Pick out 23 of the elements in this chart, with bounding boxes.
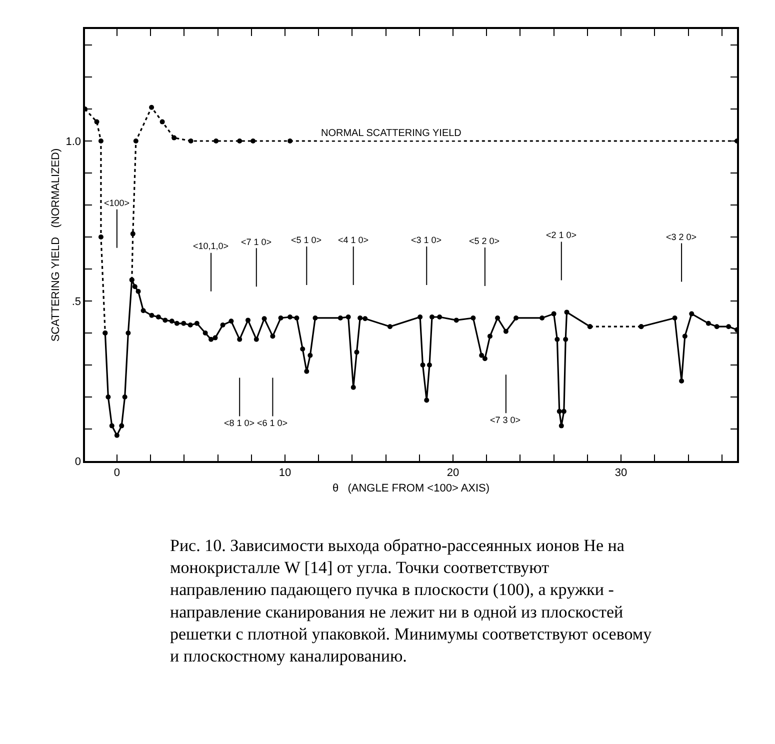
y-tick-label: .5 bbox=[72, 296, 82, 308]
annotation: NORMAL SCATTERING YIELD bbox=[321, 128, 462, 139]
annotation: <2 1 0> bbox=[546, 230, 577, 240]
y-tick-label: 1.0 bbox=[66, 136, 82, 148]
y-tick-label: 0 bbox=[74, 456, 82, 468]
annotation: <5 2 0> bbox=[469, 236, 500, 246]
annotation: <100> bbox=[104, 198, 130, 208]
annotation: <3 2 0> bbox=[666, 232, 697, 242]
x-tick-label: 0 bbox=[114, 466, 120, 479]
annotation: <3 1 0> bbox=[411, 235, 442, 245]
x-tick-label: 20 bbox=[446, 466, 460, 479]
annotation: <7 1 0> bbox=[241, 237, 272, 247]
x-tick-label: 10 bbox=[278, 466, 292, 479]
y-axis-title: SCATTERING YIELD (NORMALIZED) bbox=[50, 148, 62, 342]
annotation: <4 1 0> bbox=[338, 235, 369, 245]
annotation: <5 1 0> bbox=[291, 235, 322, 245]
annotation: <10,1,0> bbox=[193, 241, 229, 251]
text: Рис. 10. Зависимости выхода обратно-рассеянных ионов He на монокристалле W [14] от угла. Точки соответствуют направлению падающего пучка в плоскости (100), а кружки - направление сканирования не лежит ни в одной из плоскостей решетки с плотной упаковкой. Минимумы соответствуют осевому и плоскостному каналированию. bbox=[170, 536, 652, 666]
annotation: <7 3 0> bbox=[490, 415, 521, 425]
x-axis-title: θ (ANGLE FROM <100> AXIS) bbox=[332, 482, 490, 495]
x-tick-label: 30 bbox=[614, 466, 628, 479]
annotation: <8 1 0> bbox=[224, 418, 255, 428]
annotation: <6 1 0> bbox=[257, 418, 288, 428]
